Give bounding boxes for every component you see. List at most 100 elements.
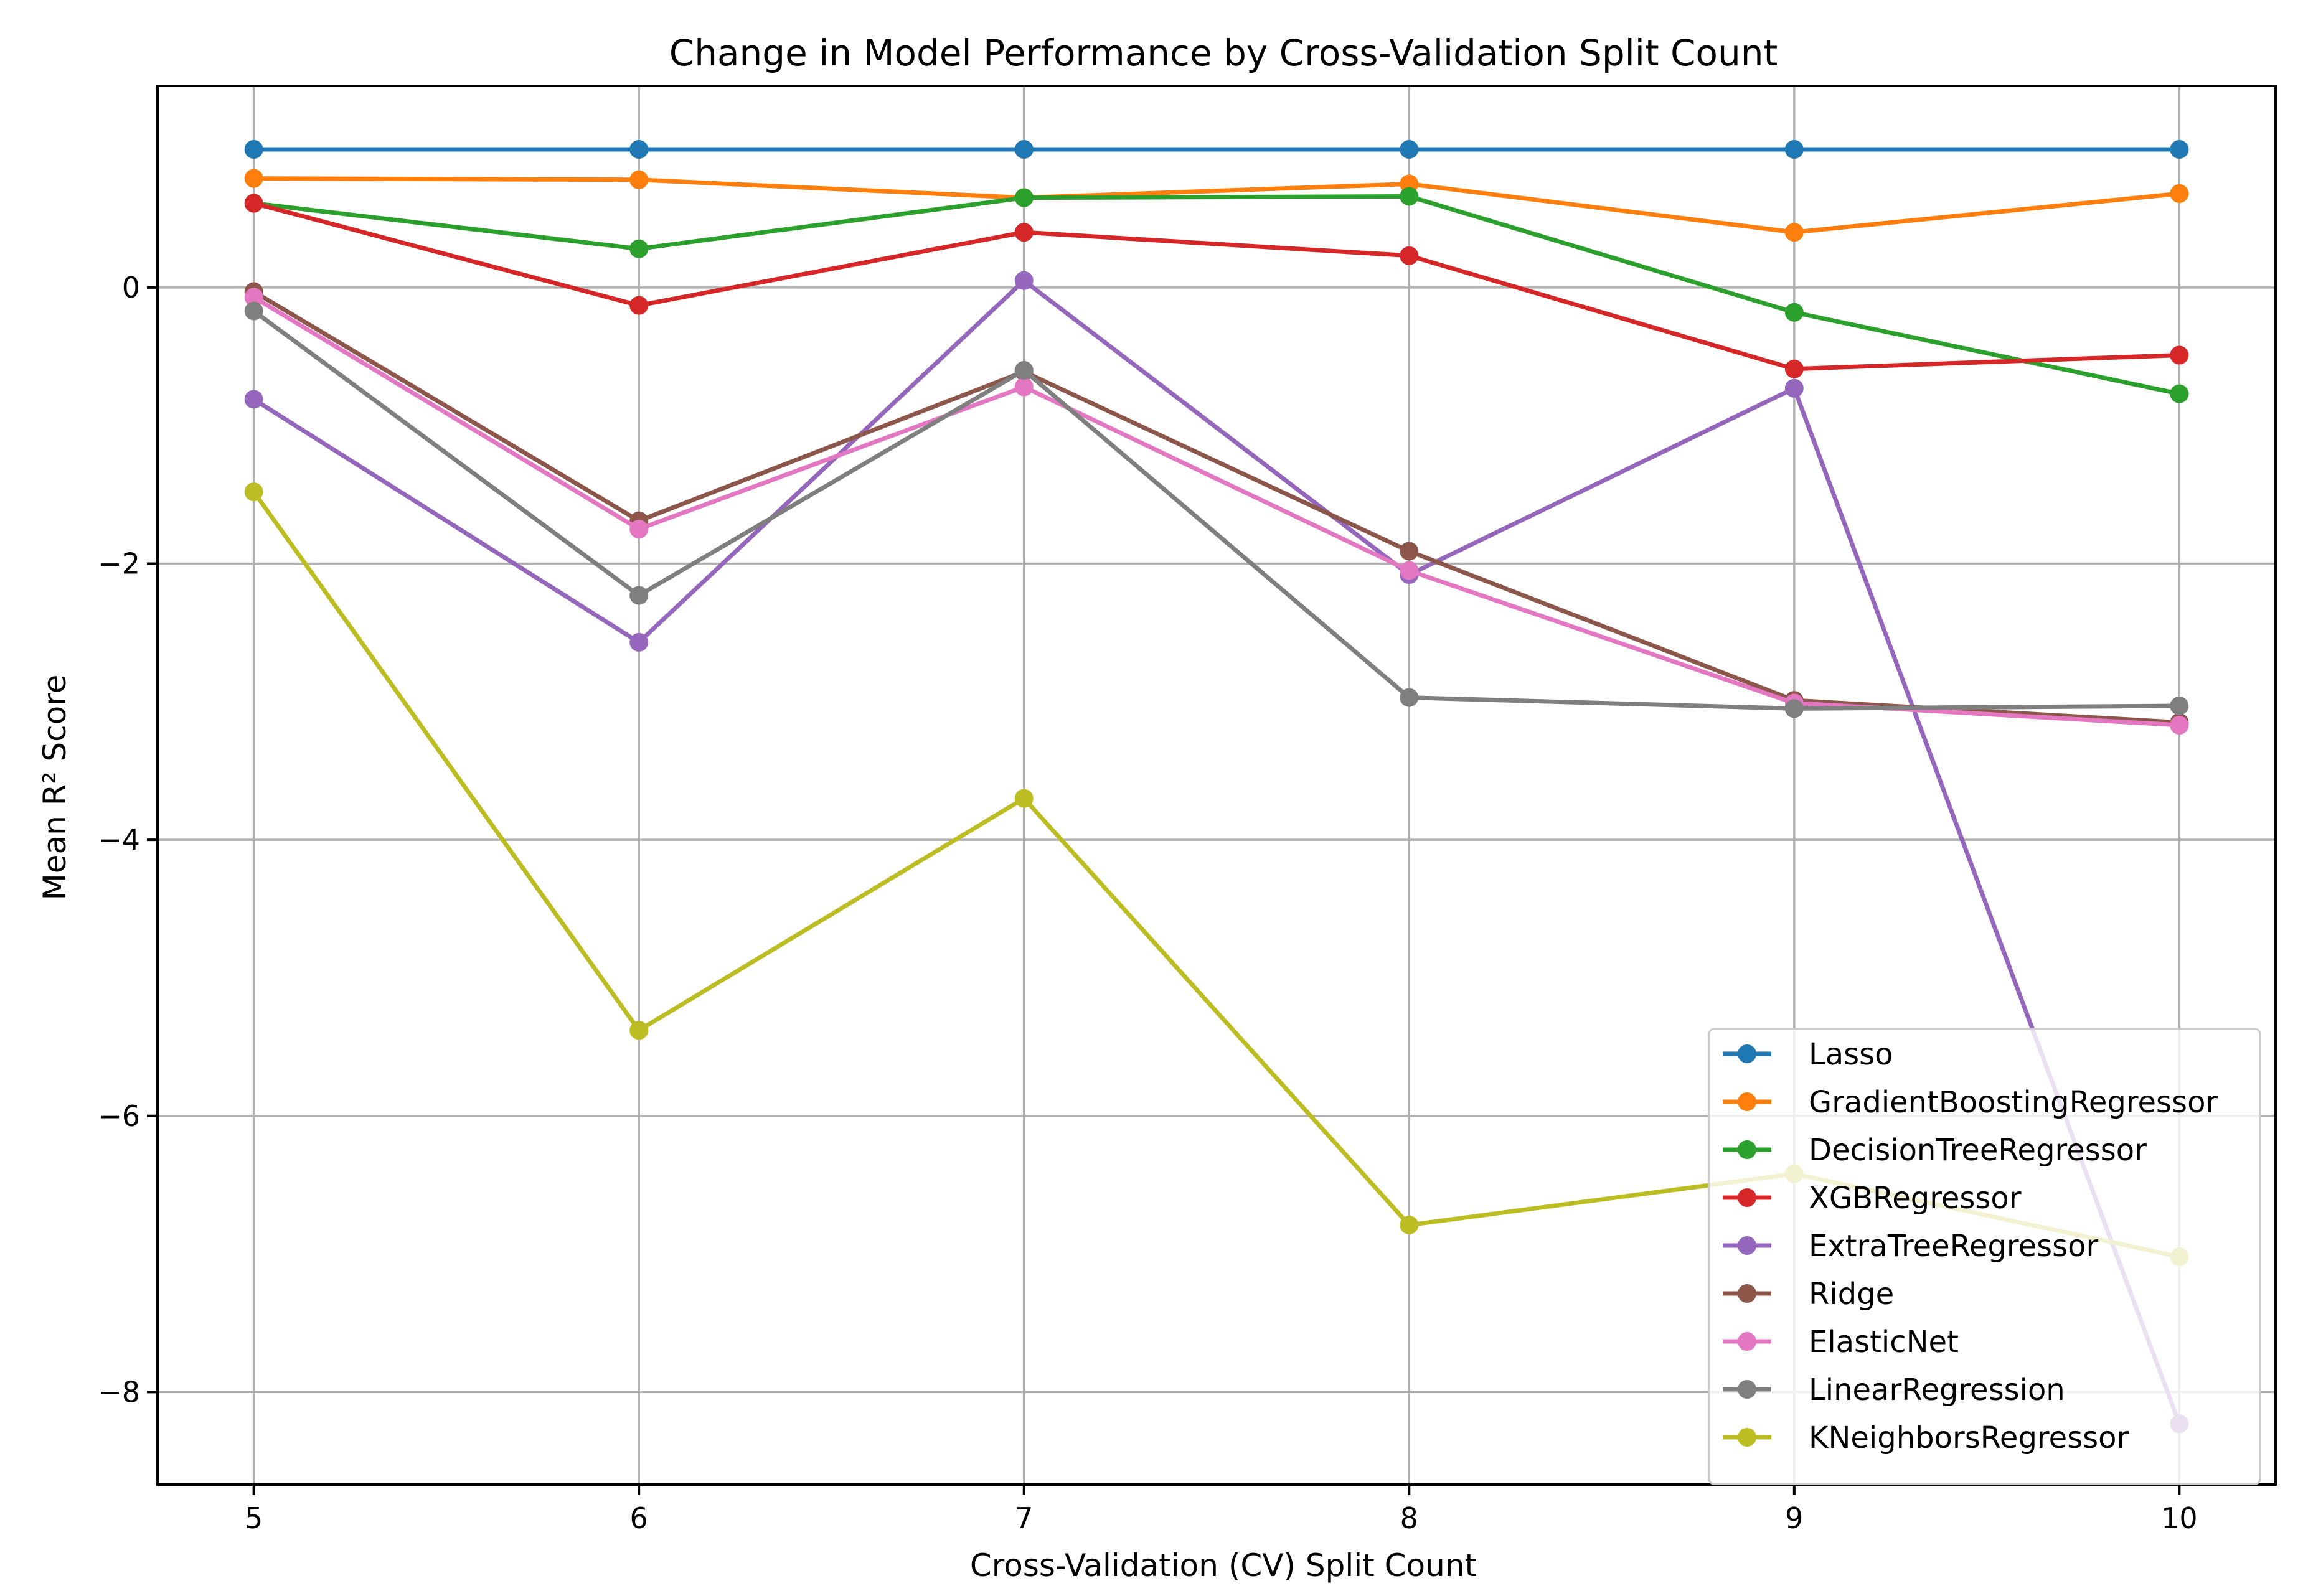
data-point bbox=[629, 586, 649, 605]
series-line bbox=[253, 194, 2180, 397]
plot-area-frame bbox=[156, 85, 2277, 1486]
legend-entry: KNeighborsRegressor bbox=[1723, 1420, 2129, 1455]
data-point bbox=[629, 239, 649, 258]
data-point bbox=[244, 301, 263, 321]
data-point bbox=[244, 390, 263, 409]
series-layer bbox=[244, 140, 2189, 1434]
data-point bbox=[1014, 789, 1034, 808]
x-tick-label: 5 bbox=[245, 1501, 263, 1535]
legend-label: Lasso bbox=[1809, 1037, 1893, 1072]
data-point bbox=[1784, 359, 1804, 378]
legend-entry: GradientBoostingRegressor bbox=[1723, 1085, 2218, 1120]
data-point bbox=[629, 296, 649, 315]
data-point bbox=[244, 288, 263, 307]
data-point bbox=[244, 482, 263, 502]
data-point bbox=[244, 169, 263, 188]
y-tick-label: −8 bbox=[98, 1375, 140, 1409]
legend-label: LinearRegression bbox=[1809, 1373, 2065, 1407]
x-tick-label: 10 bbox=[2161, 1501, 2198, 1535]
data-point bbox=[2170, 184, 2189, 204]
data-point bbox=[1014, 223, 1034, 242]
y-tick-label: −2 bbox=[98, 547, 140, 580]
x-tick-label: 7 bbox=[1015, 1501, 1033, 1535]
series-line bbox=[252, 289, 2180, 725]
legend-label: KNeighborsRegressor bbox=[1809, 1420, 2129, 1455]
data-point bbox=[1400, 187, 1419, 206]
y-tick-label: 0 bbox=[122, 271, 140, 304]
data-point bbox=[1400, 542, 1419, 561]
data-point bbox=[2170, 384, 2189, 403]
legend-label: DecisionTreeRegressor bbox=[1809, 1133, 2147, 1168]
data-point bbox=[1400, 1215, 1419, 1234]
data-point bbox=[2170, 716, 2189, 735]
data-point bbox=[244, 194, 263, 213]
y-axis-label: Mean R² Score bbox=[37, 675, 73, 901]
data-point bbox=[1400, 246, 1419, 265]
x-axis-label: Cross-Validation (CV) Split Count bbox=[970, 1547, 1477, 1584]
legend: Lasso GradientBoostingRegressor DecisionTr… bbox=[1708, 1028, 2261, 1485]
legend-entry: Ridge bbox=[1723, 1277, 1894, 1312]
data-point bbox=[629, 140, 649, 159]
data-point bbox=[1014, 271, 1034, 290]
data-point bbox=[244, 140, 263, 159]
legend-entry: ElasticNet bbox=[1723, 1325, 1959, 1359]
series-line bbox=[253, 176, 2180, 235]
data-point bbox=[1400, 140, 1419, 159]
legend-swatch-marker bbox=[1738, 1044, 1756, 1063]
series-Lasso bbox=[244, 140, 2189, 159]
legend-swatch-marker bbox=[1738, 1428, 1756, 1447]
series-line bbox=[252, 278, 2182, 1425]
series-LinearRegression bbox=[244, 301, 2189, 718]
data-point bbox=[2170, 696, 2189, 715]
data-point bbox=[2170, 140, 2189, 159]
legend-swatch-marker bbox=[1738, 1332, 1756, 1351]
y-tick-label: −6 bbox=[98, 1099, 140, 1133]
axis-ticks: 5 6 7 8 9 10 0 −2 −4 −6 −8 bbox=[98, 271, 2197, 1535]
legend-entry: XGBRegressor bbox=[1723, 1181, 2022, 1216]
data-point bbox=[629, 520, 649, 539]
legend-label: Ridge bbox=[1809, 1277, 1894, 1312]
legend-entry: ExtraTreeRegressor bbox=[1723, 1229, 2099, 1264]
legend-swatch-marker bbox=[1738, 1284, 1756, 1303]
series-line bbox=[252, 295, 2180, 728]
series-GradientBoostingRegressor bbox=[244, 169, 2189, 242]
legend-entry: LinearRegression bbox=[1723, 1373, 2065, 1407]
data-point bbox=[1784, 699, 1804, 718]
series-line bbox=[253, 201, 2180, 372]
x-tick-label: 8 bbox=[1400, 1501, 1418, 1535]
y-tick-label: −4 bbox=[98, 823, 140, 857]
data-point bbox=[1784, 378, 1804, 398]
legend-swatch-marker bbox=[1738, 1236, 1756, 1255]
data-point bbox=[629, 1021, 649, 1040]
legend-swatch-marker bbox=[1738, 1188, 1756, 1207]
data-point bbox=[629, 632, 649, 652]
x-tick-label: 9 bbox=[1785, 1501, 1803, 1535]
legend-swatch-marker bbox=[1738, 1140, 1756, 1159]
data-point bbox=[1014, 360, 1034, 380]
data-point bbox=[1014, 140, 1034, 159]
data-point bbox=[1784, 140, 1804, 159]
data-point bbox=[1400, 688, 1419, 707]
legend-swatch-marker bbox=[1738, 1092, 1756, 1111]
data-point bbox=[1014, 188, 1034, 207]
legend-swatch-marker bbox=[1738, 1380, 1756, 1399]
legend-label: GradientBoostingRegressor bbox=[1809, 1085, 2218, 1120]
chart-title: Change in Model Performance by Cross-Val… bbox=[669, 32, 1778, 74]
data-point bbox=[1784, 223, 1804, 242]
series-DecisionTreeRegressor bbox=[244, 187, 2189, 403]
legend-entry: Lasso bbox=[1723, 1037, 1893, 1072]
legend-box bbox=[1708, 1028, 2261, 1485]
legend-label: XGBRegressor bbox=[1809, 1181, 2022, 1216]
data-point bbox=[1784, 303, 1804, 322]
data-point bbox=[2170, 345, 2189, 365]
legend-label: ExtraTreeRegressor bbox=[1809, 1229, 2099, 1264]
legend-label: ElasticNet bbox=[1809, 1325, 1959, 1359]
series-XGBRegressor bbox=[244, 194, 2189, 378]
data-point bbox=[629, 170, 649, 189]
data-point bbox=[1014, 377, 1034, 397]
x-tick-label: 6 bbox=[630, 1501, 648, 1535]
data-point bbox=[1400, 561, 1419, 580]
legend-entry: DecisionTreeRegressor bbox=[1723, 1133, 2147, 1168]
series-line bbox=[252, 309, 2180, 711]
